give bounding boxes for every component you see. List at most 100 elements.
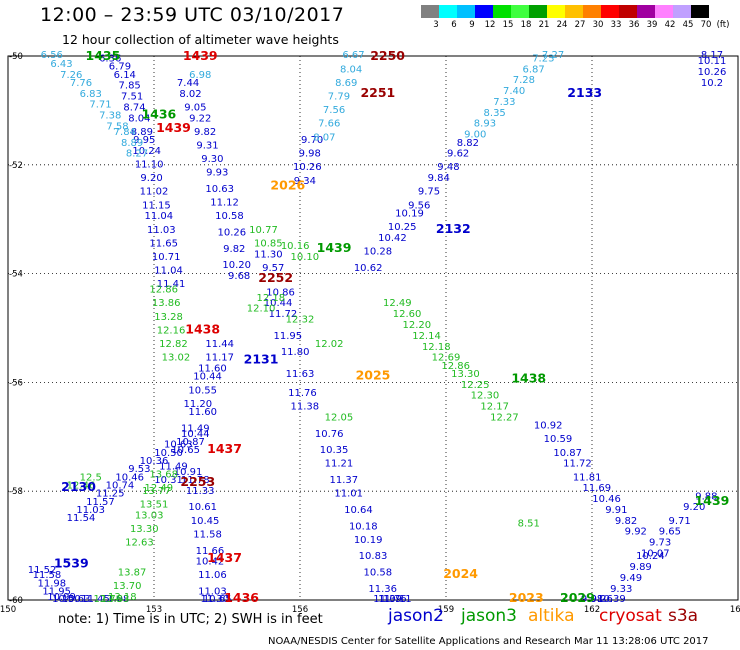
data-label-jason2: 8.02 (179, 89, 201, 100)
data-label-cyan: 6.67 (342, 50, 364, 61)
data-label-jason3: 12.49 (145, 483, 174, 494)
data-label-jason3: 12.02 (315, 339, 344, 350)
data-label-jason3: 13.87 (118, 568, 147, 579)
data-label-jason3: 13.30 (451, 369, 480, 380)
footer-note: note: 1) Time is in UTC; 2) SWH is in fe… (58, 612, 323, 627)
data-label-jason2: 9.26 (591, 594, 613, 605)
data-label-jason2: 11.98 (37, 578, 66, 589)
data-label-jason3: 10.77 (249, 225, 278, 236)
data-label-jason2: 9.95 (133, 135, 155, 146)
color-scale-tick: 45 (682, 20, 694, 30)
data-label-jason2: 10.07 (641, 548, 670, 559)
color-swatch (421, 5, 439, 18)
data-label-jason2: 11.72 (563, 459, 592, 470)
data-label-jason2: 10.28 (364, 247, 393, 258)
color-scale-tick: 70 (700, 20, 712, 30)
data-label-jason2: 10.24 (636, 551, 665, 562)
data-label-jason2: 9.30 (201, 154, 223, 165)
data-label-jason2: 11.37 (329, 475, 358, 486)
color-swatch (655, 5, 673, 18)
data-label-jason2: 11.44 (205, 339, 234, 350)
data-label-cyan: 7.38 (99, 111, 121, 122)
data-label-jason2: 10.58 (364, 568, 393, 579)
data-label-jason2: 9.31 (196, 140, 218, 151)
data-label-jason2: 10.64 (344, 505, 373, 516)
data-label-jason2: 11.01 (334, 489, 363, 500)
pass-time-label: 2133 (567, 85, 602, 100)
data-label-jason2: 11.76 (378, 594, 407, 605)
data-label-jason2: 11.21 (325, 459, 354, 470)
data-label-jason3: 12.49 (383, 298, 412, 309)
data-label-jason3: 12.82 (159, 339, 188, 350)
pass-time-label: 1439 (183, 48, 218, 63)
footer-credit: NOAA/NESDIS Center for Satellite Applica… (268, 636, 709, 647)
data-label-jason3: 12.20 (402, 320, 431, 331)
pass-time-label: 2029 (560, 590, 595, 605)
pass-time-label: 2130 (61, 479, 96, 494)
data-label-jason3: 12.32 (286, 315, 315, 326)
data-label-jason2: 10.65 (171, 445, 200, 456)
data-label-jason2: 10.61 (188, 502, 217, 513)
data-label-jason2: 10.35 (320, 445, 349, 456)
data-label-jason3: 12.86 (441, 361, 470, 372)
data-label-jason3: 13.51 (140, 500, 169, 511)
data-label-jason3: 12.60 (393, 309, 422, 320)
data-label-cyan: 6.43 (50, 59, 72, 70)
data-label-jason2: 9.34 (294, 176, 316, 187)
data-label-jason3: 13.33 (101, 594, 130, 605)
pass-time-label: 2026 (270, 177, 305, 192)
y-tick-label: -50 (9, 52, 23, 62)
color-scale-tick: 42 (664, 20, 676, 30)
data-label-cyan: 7.71 (89, 100, 111, 111)
x-tick-label: 153 (146, 605, 162, 615)
data-label-jason2: 10.50 (154, 448, 183, 459)
data-label-jason2: 11.36 (368, 584, 397, 595)
color-swatch (439, 5, 457, 18)
data-label-jason2: 9.89 (630, 562, 652, 573)
color-swatch (457, 5, 475, 18)
x-tick-label: 156 (292, 605, 308, 615)
data-label-jason3: 13.86 (152, 298, 181, 309)
data-label-jason2: 11.72 (269, 309, 298, 320)
color-swatch (583, 5, 601, 18)
data-label-jason2: 9.20 (683, 502, 705, 513)
pass-time-label: 2251 (360, 85, 395, 100)
data-label-jason2: 11.66 (196, 546, 225, 557)
data-label-jason2: 7.85 (119, 81, 141, 92)
data-label-cyan: 7.33 (493, 97, 515, 108)
pass-time-label: 2025 (356, 368, 391, 383)
data-label-cyan: 7.66 (318, 119, 340, 130)
data-label-jason2: 10.24 (132, 146, 161, 157)
data-label-jason2: 11.25 (96, 489, 125, 500)
data-label-jason2: 11.81 (573, 472, 602, 483)
data-label-jason2: 10.11 (698, 56, 727, 67)
color-swatch (637, 5, 655, 18)
data-label-cyan: 6.87 (522, 64, 544, 75)
pass-time-label: 1436 (224, 590, 259, 605)
data-label-jason2: 9.70 (301, 135, 323, 146)
data-label-jason2: 9.84 (428, 173, 450, 184)
data-label-jason2: 10.42 (378, 233, 407, 244)
data-label-jason2: 7.51 (121, 92, 143, 103)
color-swatch (475, 5, 493, 18)
data-label-jason2: 9.68 (228, 271, 250, 282)
data-label-cyan: 7.58 (106, 121, 128, 132)
data-label-jason2: 11.04 (154, 266, 183, 277)
data-label-cyan: 7.40 (503, 86, 525, 97)
data-label-jason2: 10.99 (47, 592, 76, 603)
color-swatch (619, 5, 637, 18)
data-label-jason2: 10.20 (222, 260, 251, 271)
data-label-jason2: 10.91 (174, 467, 203, 478)
data-label-jason3: 10.10 (291, 252, 320, 263)
satellite-legend-jason3: jason3 (461, 606, 517, 626)
y-tick-label: -54 (9, 270, 23, 280)
data-label-jason3: 12.17 (480, 402, 509, 413)
data-label-jason2: 10.50 (52, 594, 81, 605)
data-label-jason2: 11.30 (254, 249, 283, 260)
data-label-jason2: 11.49 (181, 423, 210, 434)
pass-time-label: 2023 (509, 590, 544, 605)
data-label-cyan: 7.27 (542, 50, 564, 61)
data-label-jason3: 10.85 (254, 238, 283, 249)
data-label-jason2: 11.38 (291, 402, 320, 413)
data-label-jason3: 13.68 (149, 470, 178, 481)
